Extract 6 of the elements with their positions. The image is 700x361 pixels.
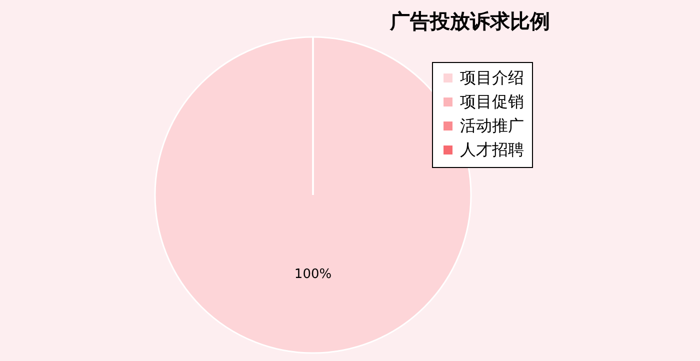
data-label: 100% bbox=[294, 267, 332, 282]
legend-label: 人才招聘 bbox=[460, 140, 524, 159]
legend-label: 项目促销 bbox=[460, 92, 524, 111]
legend-label: 活动推广 bbox=[460, 116, 524, 135]
chart-title: 广告投放诉求比例 bbox=[389, 9, 550, 33]
legend-label: 项目介绍 bbox=[460, 68, 524, 87]
